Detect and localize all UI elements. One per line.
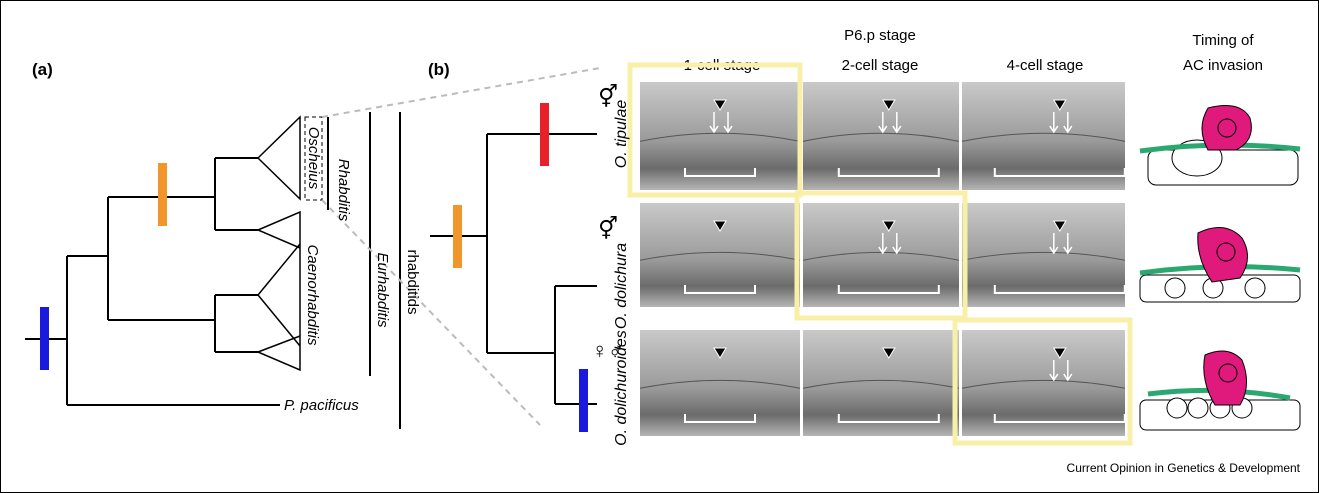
species-labels: O. tipulae⚥O. dolichura⚥O. dolichuroides… [592,83,631,446]
column-header: AC invasion [1183,57,1263,74]
group-label: Eurhabditis [374,252,391,328]
micrograph [803,82,959,190]
sex-symbol: ⚥ [598,215,618,241]
micrographs [630,65,1130,443]
group-label: rhabditids [404,249,421,314]
ac-cartoon [1140,106,1300,430]
micrograph [640,203,800,307]
micrograph [640,82,800,190]
micrograph [803,330,959,436]
sex-symbol: ⚥ [598,83,618,109]
header: P6.p stage [844,27,916,44]
clade-label: Oscheius [305,127,322,190]
trait-bar [540,103,549,166]
trait-bar [158,163,167,226]
outgroup-label: P. pacificus [284,397,359,414]
species-name: O. tipulae [613,100,630,169]
micrograph [640,330,800,436]
column-header: 4-cell stage [1007,57,1084,74]
micrograph [962,203,1125,307]
trait-bar [453,205,462,268]
micrograph [803,203,959,307]
group-label: Rhabditis [335,159,352,222]
micrograph [962,330,1125,436]
footer: Current Opinion in Genetics & Developmen… [1067,461,1301,475]
trait-bar [579,369,588,432]
tree-b [430,134,597,404]
panel-label: (b) [428,60,450,79]
micrograph [962,82,1125,190]
clade-label: Caenorhabditis [304,245,321,346]
figure: (a) (b) Oscheius Caenorhabditis Rhabditi… [0,0,1319,493]
trait-bar [40,307,49,370]
column-header: Timing of [1192,32,1254,49]
panel-label: (a) [32,60,53,79]
species-name: O. dolichura [613,243,630,329]
column-header: 2-cell stage [842,57,919,74]
sex-symbol: ♀♂ [592,338,625,363]
